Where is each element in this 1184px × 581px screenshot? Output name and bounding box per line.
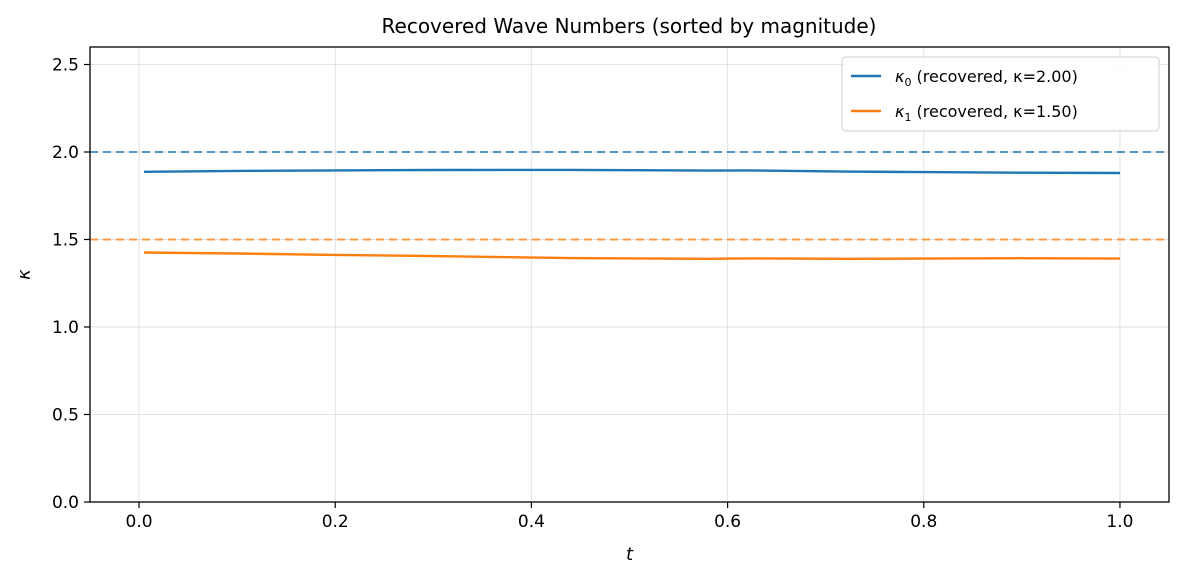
x-tick-label: 0.2 (322, 512, 349, 532)
legend: κ0 (recovered, κ=2.00) κ1 (recovered, κ=1… (841, 56, 1160, 132)
x-axis-label: t (626, 544, 634, 565)
y-tick-label: 1.5 (52, 231, 79, 251)
y-axis: 0.0 0.5 1.0 1.5 2.0 2.5 (52, 56, 90, 513)
x-tick-label: 0.6 (714, 512, 741, 532)
legend-entry: κ1 (recovered, κ=1.50) (895, 102, 1078, 124)
y-tick-label: 1.0 (52, 318, 79, 338)
legend-entry: κ0 (recovered, κ=2.00) (895, 67, 1078, 89)
chart-title: Recovered Wave Numbers (sorted by magnit… (382, 14, 877, 38)
y-tick-label: 2.0 (52, 143, 79, 163)
series-line (143, 251, 1121, 260)
y-tick-label: 0.5 (52, 406, 79, 426)
series-line (143, 168, 1121, 175)
legend-box (841, 56, 1160, 132)
y-axis-label: κ (14, 269, 35, 280)
x-axis: 0.0 0.2 0.4 0.6 0.8 1.0 (126, 502, 1133, 532)
x-tick-label: 0.0 (126, 512, 153, 532)
y-tick-label: 2.5 (52, 56, 79, 76)
x-tick-label: 1.0 (1106, 512, 1133, 532)
y-tick-label: 0.0 (52, 493, 79, 513)
reference-lines (90, 151, 1169, 241)
plot-frame (89, 46, 1170, 503)
x-tick-label: 0.8 (910, 512, 937, 532)
x-tick-label: 0.4 (518, 512, 545, 532)
series-lines (143, 168, 1121, 260)
